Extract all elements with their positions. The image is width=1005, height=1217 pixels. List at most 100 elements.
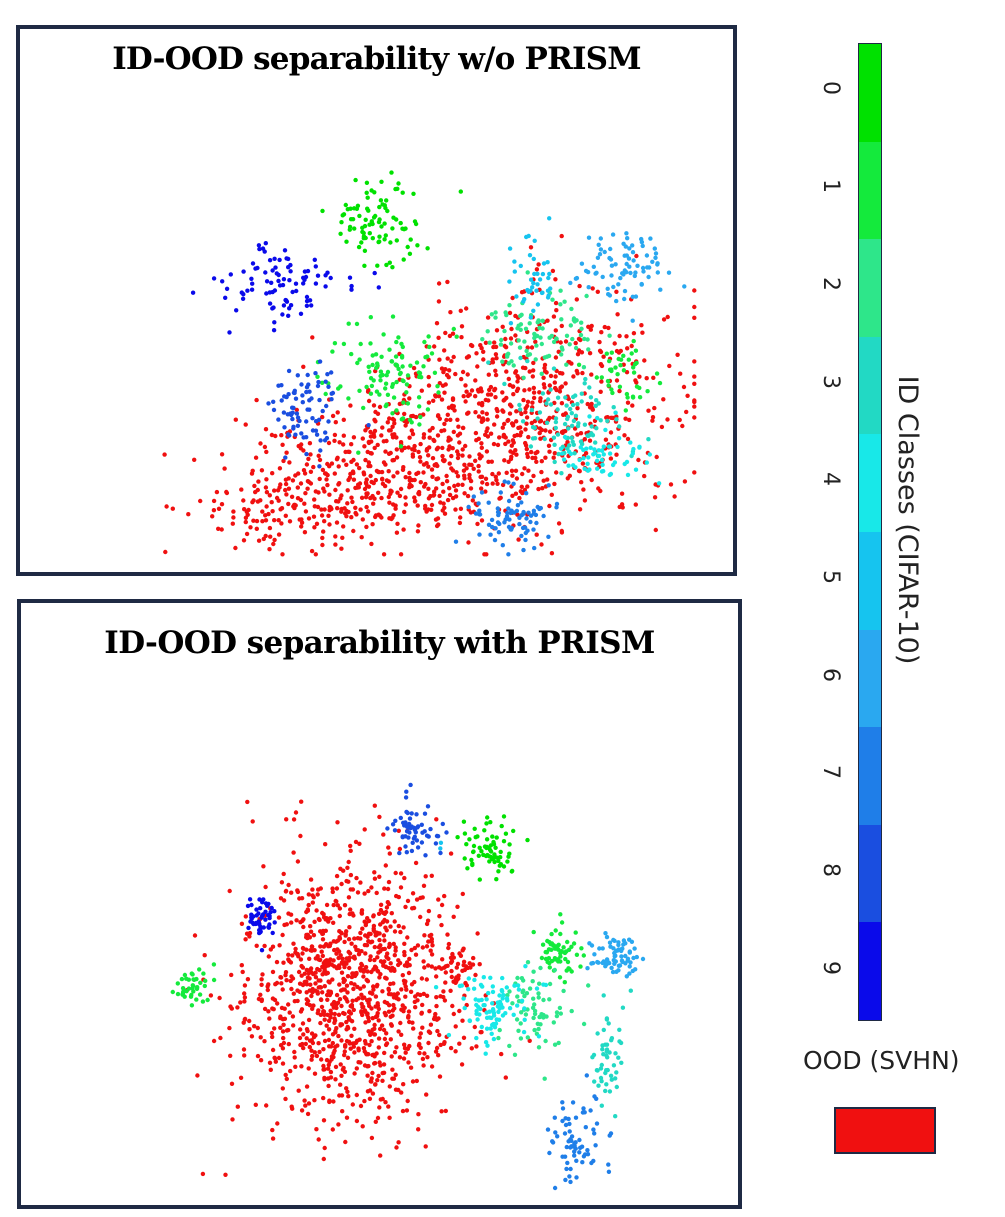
scatter-point <box>351 913 356 918</box>
scatter-point <box>547 271 552 277</box>
scatter-point <box>348 887 353 892</box>
scatter-point <box>580 370 585 376</box>
scatter-point <box>358 507 363 512</box>
scatter-point <box>507 1006 513 1011</box>
scatter-point <box>573 413 579 418</box>
scatter-point <box>312 948 317 953</box>
scatter-point <box>344 239 349 244</box>
scatter-point <box>335 506 340 511</box>
scatter-point <box>356 996 361 1001</box>
scatter-point <box>317 397 322 403</box>
scatter-point <box>579 946 584 951</box>
scatter-point <box>257 921 262 927</box>
scatter-point <box>403 844 408 849</box>
scatter-point <box>553 1130 558 1135</box>
scatter-point <box>287 278 292 283</box>
scatter-point <box>630 318 635 323</box>
scatter-point <box>426 908 432 914</box>
scatter-point <box>449 453 454 459</box>
scatter-point <box>264 477 269 482</box>
scatter-point <box>399 1090 404 1095</box>
scatter-point <box>361 230 366 236</box>
scatter-point <box>471 494 476 499</box>
scatter-point <box>606 1162 611 1167</box>
scatter-point <box>403 1050 408 1055</box>
scatter-point <box>576 336 582 342</box>
scatter-point <box>652 246 657 251</box>
scatter-point <box>593 451 598 456</box>
scatter-point <box>516 1028 521 1033</box>
scatter-point <box>348 843 353 849</box>
scatter-point <box>397 846 403 852</box>
scatter-point <box>527 253 533 258</box>
scatter-point <box>406 835 411 840</box>
scatter-point <box>366 888 371 894</box>
scatter-point <box>493 526 498 531</box>
scatter-point <box>589 424 594 429</box>
scatter-point <box>487 340 492 345</box>
scatter-point <box>574 297 579 302</box>
scatter-point <box>407 251 413 256</box>
scatter-point <box>305 975 311 980</box>
scatter-point <box>390 411 395 416</box>
scatter-point <box>477 845 482 850</box>
scatter-point <box>284 1076 289 1082</box>
scatter-point <box>289 986 294 992</box>
scatter-point <box>507 303 512 308</box>
scatter-point <box>630 403 635 408</box>
scatter-point <box>446 447 451 452</box>
scatter-point <box>382 203 387 208</box>
colorbar-segment <box>859 434 881 532</box>
scatter-point <box>539 469 544 475</box>
scatter-point <box>595 289 600 294</box>
scatter-point <box>493 845 498 850</box>
scatter-point <box>283 888 289 894</box>
scatter-point <box>647 452 652 457</box>
scatter-point <box>402 445 408 450</box>
scatter-point <box>481 349 486 354</box>
scatter-point <box>536 995 541 1000</box>
scatter-point <box>313 1033 318 1038</box>
scatter-point <box>528 277 534 282</box>
scatter-point <box>672 494 677 499</box>
scatter-point <box>409 848 415 854</box>
scatter-point <box>298 311 304 316</box>
scatter-point <box>614 452 619 457</box>
scatter-point <box>604 1082 609 1087</box>
scatter-point <box>284 817 289 822</box>
scatter-point <box>388 924 393 929</box>
scatter-point <box>460 425 466 431</box>
scatter-point <box>539 542 544 547</box>
scatter-point <box>451 326 456 332</box>
scatter-point <box>515 503 521 508</box>
scatter-point <box>617 963 623 968</box>
scatter-point <box>410 413 416 419</box>
scatter-point <box>344 462 349 467</box>
scatter-point <box>300 1021 306 1026</box>
scatter-point <box>451 914 456 919</box>
scatter-point <box>351 955 356 960</box>
scatter-point <box>384 402 389 407</box>
scatter-point <box>484 1010 489 1015</box>
scatter-point <box>443 964 449 969</box>
scatter-point <box>455 417 460 422</box>
scatter-point <box>318 997 324 1002</box>
scatter-point <box>350 499 355 505</box>
scatter-point <box>316 1137 321 1142</box>
scatter-point <box>360 517 365 522</box>
scatter-point <box>634 360 639 366</box>
scatter-point <box>362 263 367 268</box>
scatter-point <box>595 255 601 260</box>
scatter-point <box>692 399 697 405</box>
scatter-point <box>601 452 606 457</box>
scatter-point <box>322 1038 328 1044</box>
scatter-point <box>429 932 434 938</box>
scatter-point <box>353 839 359 845</box>
colorbar-tick-label: 2 <box>818 277 843 291</box>
scatter-point <box>444 479 450 484</box>
scatter-point <box>321 1067 326 1072</box>
scatter-point <box>603 437 609 442</box>
scatter-point <box>578 1145 583 1150</box>
scatter-point <box>480 400 485 406</box>
scatter-point <box>631 446 636 452</box>
